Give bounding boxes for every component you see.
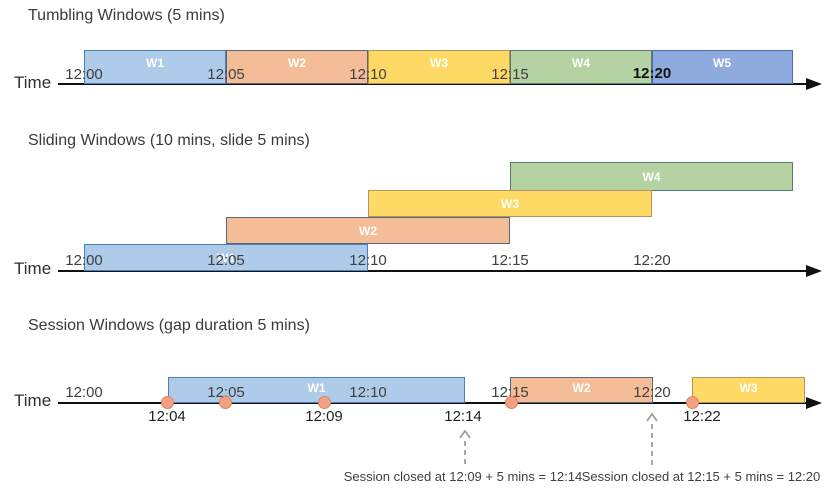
session-window-w1: W1 bbox=[168, 377, 465, 403]
tumbling-title: Tumbling Windows (5 mins) bbox=[28, 7, 225, 24]
sliding-window-w4: W4 bbox=[510, 162, 793, 191]
tumbling-window-w5 bbox=[652, 50, 793, 84]
session-sub-label: 12:22 bbox=[683, 408, 721, 425]
tumbling-tick: 12:15 bbox=[491, 66, 529, 83]
sliding-window-w2: W2 bbox=[226, 217, 510, 244]
session-tick: 12:05 bbox=[207, 384, 245, 401]
session-sub-label: 12:09 bbox=[305, 408, 343, 425]
tumbling-window-label: W4 bbox=[572, 56, 590, 70]
tumbling-window-label: W3 bbox=[430, 56, 448, 70]
event-dot bbox=[505, 396, 518, 409]
tumbling-window-label: W5 bbox=[713, 56, 731, 70]
session-tick: 12:15 bbox=[491, 384, 529, 401]
event-dot bbox=[318, 396, 331, 409]
sliding-tick: 12:10 bbox=[349, 252, 387, 269]
session-tick: 12:00 bbox=[65, 384, 103, 401]
sliding-time-axis-label: Time bbox=[14, 259, 52, 278]
sliding-tick: 12:00 bbox=[65, 252, 103, 269]
event-dot bbox=[161, 396, 174, 409]
tumbling-window-label: W2 bbox=[288, 56, 306, 70]
tumbling-axis-line bbox=[58, 83, 808, 85]
session-axis-line bbox=[58, 402, 808, 404]
sliding-window-label: W3 bbox=[501, 196, 519, 211]
tumbling-tick: 12:00 bbox=[65, 66, 103, 83]
tumbling-axis-arrowhead-icon bbox=[806, 78, 822, 90]
session-tick: 12:20 bbox=[633, 384, 671, 401]
session-sub-label: 12:14 bbox=[444, 408, 482, 425]
sliding-window-label: W1 bbox=[217, 250, 235, 265]
tumbling-window-w3 bbox=[368, 50, 510, 84]
sliding-tick: 12:20 bbox=[633, 252, 671, 269]
session-tick: 12:10 bbox=[349, 384, 387, 401]
tumbling-window-label: W1 bbox=[146, 56, 164, 70]
sliding-window-label: W2 bbox=[359, 223, 377, 238]
tumbling-tick: 12:20 bbox=[632, 65, 672, 82]
tumbling-window-w2 bbox=[226, 50, 368, 84]
session-window-label: W3 bbox=[739, 381, 758, 395]
tumbling-window-w1 bbox=[84, 50, 226, 84]
tumbling-time-axis-label: Time bbox=[14, 73, 52, 92]
session-closed-annotation: Session closed at 12:15 + 5 mins = 12:20 bbox=[581, 469, 821, 484]
dashed-up-arrow-icon bbox=[459, 429, 471, 465]
session-sub-label: 12:04 bbox=[148, 408, 186, 425]
tumbling-tick: 12:05 bbox=[207, 66, 245, 83]
session-window-label: W1 bbox=[307, 381, 326, 395]
event-dot bbox=[219, 396, 232, 409]
event-dot bbox=[686, 396, 699, 409]
session-time-axis-label: Time bbox=[14, 391, 52, 410]
session-window-w3: W3 bbox=[692, 377, 805, 403]
sliding-axis-arrowhead-icon bbox=[806, 265, 822, 277]
session-closed-annotation: Session closed at 12:09 + 5 mins = 12:14 bbox=[343, 469, 583, 484]
sliding-window-w1: W1 bbox=[84, 244, 368, 271]
sliding-window-label: W4 bbox=[642, 169, 661, 184]
session-title: Session Windows (gap duration 5 mins) bbox=[28, 317, 310, 334]
session-window-w2: W2 bbox=[510, 377, 653, 403]
session-window-label: W2 bbox=[572, 381, 591, 395]
tumbling-tick: 12:10 bbox=[349, 66, 387, 83]
sliding-title: Sliding Windows (10 mins, slide 5 mins) bbox=[28, 132, 310, 149]
tumbling-window-w4 bbox=[510, 50, 652, 84]
sliding-window-w3: W3 bbox=[368, 190, 652, 217]
sliding-tick: 12:15 bbox=[491, 252, 529, 269]
dashed-up-arrow-icon bbox=[646, 412, 658, 465]
sliding-tick: 12:05 bbox=[207, 252, 245, 269]
sliding-axis-line bbox=[58, 270, 808, 272]
session-axis-arrowhead-icon bbox=[806, 397, 822, 409]
